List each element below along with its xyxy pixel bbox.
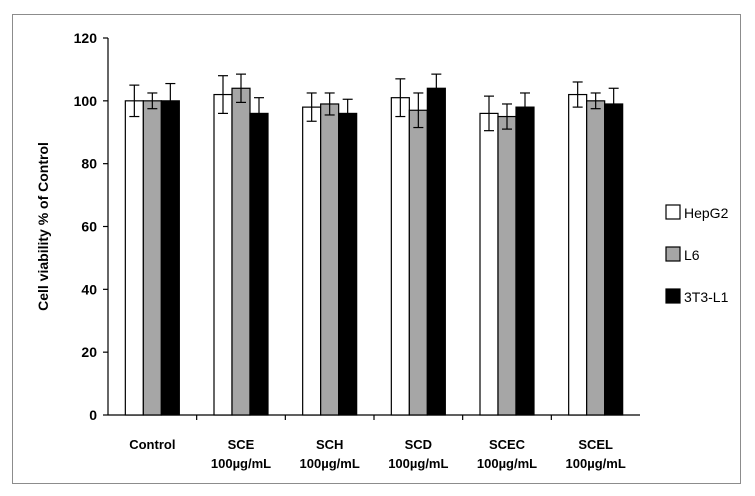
y-ticks: 0 20 40 60 80 100 120 bbox=[74, 30, 108, 423]
category-sublabel: 100µg/mL bbox=[300, 456, 360, 471]
error-bars bbox=[129, 73, 619, 132]
category-label: Control bbox=[129, 437, 175, 452]
bar-l6-2 bbox=[320, 103, 340, 416]
bars bbox=[124, 87, 624, 416]
bar-3t3-l1-3 bbox=[426, 87, 446, 416]
legend-swatch-hepg2 bbox=[665, 204, 681, 220]
bar-3t3-l1-1 bbox=[249, 112, 269, 416]
bar-hepg2-3 bbox=[390, 97, 410, 416]
bar-hepg2-4 bbox=[479, 112, 499, 416]
legend-label: HepG2 bbox=[684, 205, 729, 221]
legend-label: L6 bbox=[684, 247, 700, 263]
bar-3t3-l1-2 bbox=[338, 112, 358, 416]
category-labels: Control SCE 100µg/mL SCH 100µg/mL SCD 100µg/mL… bbox=[129, 415, 626, 471]
legend: HepG2 L6 3T3-L1 bbox=[665, 204, 729, 305]
category-label: SCH bbox=[316, 437, 343, 452]
category-sublabel: 100µg/mL bbox=[211, 456, 271, 471]
category-sublabel: 100µg/mL bbox=[477, 456, 537, 471]
legend-label: 3T3-L1 bbox=[684, 289, 729, 305]
bar-l6-0 bbox=[142, 100, 162, 416]
bar-l6-4 bbox=[497, 115, 517, 416]
bar-l6-3 bbox=[408, 109, 428, 416]
bar-hepg2-1 bbox=[213, 93, 233, 416]
y-axis-label: Cell viability % of Control bbox=[35, 142, 51, 311]
bar-3t3-l1-4 bbox=[515, 106, 535, 416]
bar-hepg2-2 bbox=[302, 106, 322, 416]
legend-swatch-l6 bbox=[665, 246, 681, 262]
bar-3t3-l1-5 bbox=[604, 103, 624, 416]
category-label: SCEC bbox=[489, 437, 526, 452]
legend-swatch-3t3-l1 bbox=[665, 288, 681, 304]
category-label: SCD bbox=[405, 437, 432, 452]
category-sublabel: 100µg/mL bbox=[566, 456, 626, 471]
y-tick-label: 80 bbox=[81, 156, 97, 172]
bar-hepg2-0 bbox=[124, 100, 144, 416]
y-tick-label: 20 bbox=[81, 344, 97, 360]
bar-l6-1 bbox=[231, 87, 251, 416]
bar-hepg2-5 bbox=[568, 93, 588, 416]
category-label: SCE bbox=[228, 437, 255, 452]
y-tick-label: 100 bbox=[74, 93, 98, 109]
category-label: SCEL bbox=[578, 437, 613, 452]
bar-l6-5 bbox=[586, 100, 606, 416]
y-tick-label: 60 bbox=[81, 219, 97, 235]
bar-3t3-l1-0 bbox=[160, 100, 180, 416]
y-tick-label: 120 bbox=[74, 30, 98, 46]
y-tick-label: 0 bbox=[89, 407, 97, 423]
y-tick-label: 40 bbox=[81, 281, 97, 297]
category-sublabel: 100µg/mL bbox=[388, 456, 448, 471]
